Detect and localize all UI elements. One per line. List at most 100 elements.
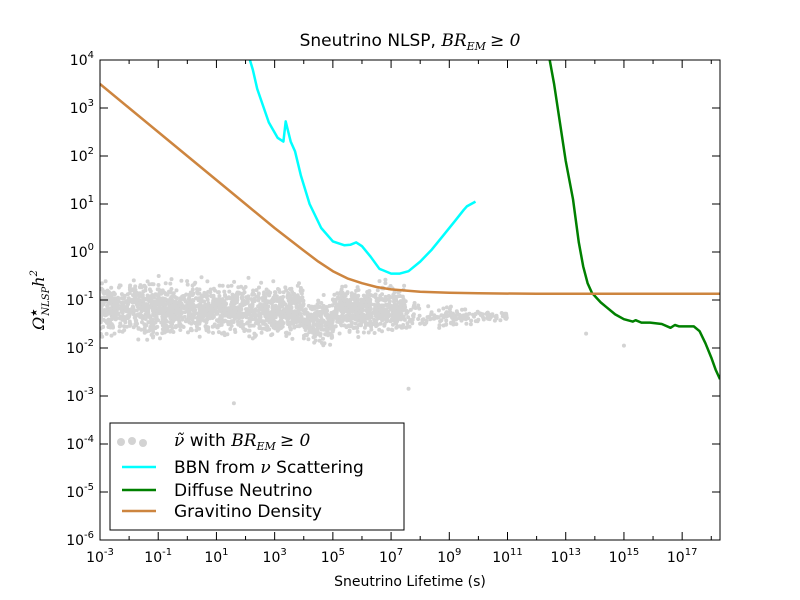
scatter-point [316,331,321,336]
scatter-point [117,329,122,334]
scatter-point [278,322,283,327]
scatter-point [220,283,225,288]
scatter-point [361,330,366,335]
scatter-point [272,293,277,298]
scatter-point [109,311,113,316]
scatter-point [122,328,127,333]
legend-label-scatter: ν̃ with BREM ≥ 0 [174,431,310,453]
scatter-point [210,307,214,312]
scatter-point [325,321,330,326]
scatter-point [160,309,165,314]
scatter-point [161,323,166,328]
y-tick-exp: -1 [84,290,94,301]
scatter-point [363,319,368,324]
scatter-point [338,299,342,304]
y-axis-label-sup: ★ [30,309,40,317]
x-tick-exp: 17 [685,547,698,558]
scatter-point [191,298,196,303]
scatter-point [391,296,396,300]
scatter-point [314,316,319,321]
scatter-point [171,304,175,309]
scatter-point [307,324,312,329]
scatter-point [116,299,121,303]
scatter-point [163,281,168,286]
scatter-point [234,295,239,299]
legend-scatter-symbol: ν̃ [174,431,184,451]
x-tick-exp: 7 [397,547,403,558]
scatter-point [245,321,249,326]
scatter-point [417,313,422,318]
scatter-point [272,311,276,316]
scatter-point [220,303,225,308]
scatter-point [345,291,350,296]
scatter-point [141,296,146,301]
x-tick-label: 10-1 [144,547,172,566]
scatter-point [216,330,221,335]
scatter-point [350,316,355,321]
scatter-point [349,296,354,301]
scatter-point [444,310,449,315]
scatter-point [255,313,259,318]
scatter-point [273,326,277,331]
scatter-point [226,295,231,300]
scatter-point [425,315,430,320]
scatter-point [416,317,421,321]
scatter-point [118,321,123,326]
scatter-point [197,303,201,307]
y-tick-exp: 4 [88,50,94,61]
scatter-point [337,331,342,336]
scatter-point [388,295,393,300]
scatter-point [297,324,302,329]
scatter-point [387,299,392,304]
legend-scatter-text: with [184,431,231,451]
scatter-point [447,307,452,312]
scatter-point [213,288,217,293]
scatter-point [252,334,257,339]
scatter-point [275,328,280,333]
x-tick-label: 101 [204,547,228,566]
scatter-point [141,302,146,307]
scatter-point [109,293,114,298]
scatter-point [239,319,244,324]
scatter-point [232,279,237,284]
scatter-point [204,318,209,322]
x-tick-exp: 15 [626,547,639,558]
y-axis-label-symbol: Ω [29,317,48,331]
scatter-point [178,328,183,332]
scatter-point [154,314,159,319]
scatter-point [334,302,339,307]
scatter-point [246,275,251,280]
scatter-point [193,308,198,312]
scatter-point [356,306,361,311]
scatter-point [364,296,369,301]
scatter-point [184,292,189,297]
scatter-point [349,291,354,296]
scatter-point [504,315,509,320]
scatter-point [439,318,444,323]
scatter-point [261,298,266,303]
y-tick-base: 10 [70,101,88,117]
scatter-point [374,324,379,329]
scatter-point [249,323,254,328]
scatter-point [266,289,271,294]
y-tick-base: 10 [66,437,84,453]
axis-ticks: 10-3 10-1 101 103 105 107 109 1011 1013 1015 10171… [66,50,720,566]
scatter-point [313,334,318,339]
scatter-point [161,303,166,308]
scatter-point [211,330,215,335]
scatter-point [103,279,108,284]
scatter-point [457,312,462,317]
scatter-point [197,326,202,331]
scatter-point [156,283,161,287]
series-line-bbn [248,60,477,275]
scatter-point [239,302,244,307]
scatter-point [101,324,106,329]
scatter-point [178,322,183,327]
scatter-point [312,322,317,326]
scatter-point [453,315,458,320]
scatter-point [304,333,309,338]
scatter-point [185,282,190,287]
scatter-point [217,294,222,298]
scatter-point [273,314,278,319]
scatter-point [178,306,183,311]
